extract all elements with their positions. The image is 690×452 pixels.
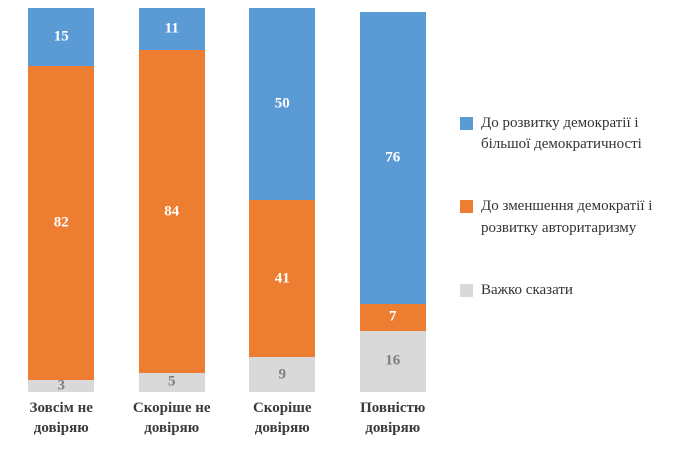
bar-column: 15 82 3 bbox=[6, 8, 117, 394]
bar-segment: 15 bbox=[28, 8, 95, 66]
legend-item: До розвитку демократії і більшої демокра… bbox=[460, 113, 680, 157]
category-label: Скоріше не довіряю bbox=[132, 400, 211, 436]
legend-item: Важко сказати bbox=[460, 280, 680, 302]
data-label: 5 bbox=[168, 373, 176, 390]
bar-column: 50 41 9 bbox=[227, 8, 338, 392]
bar-segment: 84 bbox=[138, 50, 205, 373]
data-label: 84 bbox=[164, 203, 180, 220]
bar-segment: 16 bbox=[359, 330, 426, 392]
bar-column: 11 84 5 bbox=[117, 8, 228, 392]
legend-label: До розвитку демократії і більшої демокра… bbox=[481, 114, 642, 153]
stacked-bar: 15 82 3 bbox=[28, 8, 95, 394]
legend-item: До зменшення демократії і розвитку автор… bbox=[460, 196, 680, 240]
data-label: 7 bbox=[389, 308, 397, 325]
stacked-bar: 76 7 16 bbox=[359, 8, 426, 392]
bars-container: 15 82 3 11 84 5 50 41 9 76 7 16 bbox=[6, 8, 449, 394]
category-axis: Зовсім не довіряю Скоріше не довіряю Скорі… bbox=[6, 392, 448, 438]
category-label: Зовсім не довіряю bbox=[29, 400, 93, 436]
stacked-bar: 11 84 5 bbox=[138, 8, 205, 392]
data-label: 50 bbox=[274, 95, 290, 112]
legend-swatch-icon bbox=[460, 116, 473, 130]
bar-column: 76 7 16 bbox=[338, 8, 449, 392]
bar-segment: 50 bbox=[249, 8, 316, 201]
bar-segment: 41 bbox=[249, 200, 316, 358]
category-label: Скоріше довіряю bbox=[252, 400, 312, 436]
data-label: 11 bbox=[164, 20, 179, 37]
plot-area: 15 82 3 11 84 5 50 41 9 76 7 16 Зовсім не довіряю Ск… bbox=[6, 8, 449, 438]
legend-label: До зменшення демократії і розвитку автор… bbox=[481, 198, 653, 236]
data-label: 9 bbox=[278, 366, 287, 383]
legend: До розвитку демократії і більшої демокра… bbox=[448, 0, 690, 452]
data-label: 15 bbox=[53, 28, 69, 45]
stacked-bar: 50 41 9 bbox=[249, 8, 316, 392]
data-label: 76 bbox=[385, 149, 401, 166]
bar-segment: 82 bbox=[28, 65, 95, 381]
data-label: 16 bbox=[385, 352, 401, 369]
data-label: 3 bbox=[57, 377, 66, 394]
legend-swatch-icon bbox=[460, 283, 473, 297]
bar-segment: 5 bbox=[138, 372, 205, 392]
bar-segment: 11 bbox=[138, 8, 205, 51]
data-label: 41 bbox=[274, 270, 290, 287]
bar-segment: 7 bbox=[359, 303, 426, 331]
bar-segment: 76 bbox=[359, 11, 426, 304]
legend-label: Важко сказати bbox=[481, 281, 573, 298]
bar-segment: 3 bbox=[28, 377, 95, 394]
data-label: 82 bbox=[53, 214, 69, 231]
bar-segment: 9 bbox=[249, 357, 316, 392]
category-label: Повністю довіряю bbox=[360, 400, 426, 436]
legend-swatch-icon bbox=[460, 200, 473, 214]
